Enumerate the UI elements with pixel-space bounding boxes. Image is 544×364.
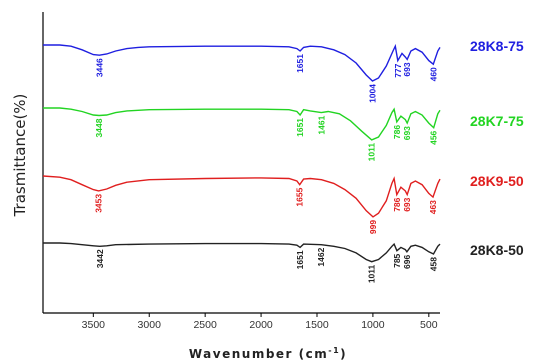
peak-label: 1651 bbox=[295, 54, 305, 73]
peak-label: 1651 bbox=[295, 118, 305, 137]
x-tick-label: 2500 bbox=[193, 319, 217, 331]
x-axis-label: Wavenumber (cm-1) bbox=[189, 346, 347, 361]
legend-entry: 28K7-75 bbox=[470, 113, 524, 129]
x-tick-label: 1000 bbox=[361, 319, 385, 331]
series-line bbox=[43, 242, 441, 263]
peak-label: 1011 bbox=[367, 143, 377, 162]
series-line bbox=[42, 175, 441, 218]
peak-label: 777 bbox=[393, 63, 403, 77]
peak-label: 3446 bbox=[94, 58, 104, 77]
y-axis-label: Trasmittance(%) bbox=[11, 94, 29, 218]
peak-label: 458 bbox=[429, 257, 439, 271]
peak-label: 1655 bbox=[295, 187, 305, 206]
legend: 28K8-75 28K7-75 28K9-50 28K8-50 bbox=[470, 38, 524, 258]
x-tick-label: 1500 bbox=[305, 319, 329, 331]
legend-entry: 28K9-50 bbox=[470, 173, 524, 189]
axes: 3500 3000 2500 2000 1500 1000 500 bbox=[42, 12, 440, 331]
peak-label: 786 bbox=[392, 197, 402, 211]
x-tick-label: 3500 bbox=[82, 319, 106, 331]
peak-label: 3453 bbox=[94, 194, 104, 213]
peak-label: 460 bbox=[428, 67, 438, 81]
peak-label: 456 bbox=[429, 130, 439, 144]
peak-label: 999 bbox=[368, 220, 378, 234]
peak-label: 693 bbox=[402, 197, 412, 211]
x-tick-label: 2000 bbox=[249, 319, 273, 331]
peak-label: 786 bbox=[392, 125, 402, 139]
x-tick-label: 500 bbox=[420, 319, 438, 331]
peak-label: 3442 bbox=[95, 249, 105, 268]
series-line bbox=[43, 43, 441, 82]
peak-label: 696 bbox=[402, 255, 412, 269]
legend-entry: 28K8-50 bbox=[470, 242, 524, 258]
series-line bbox=[43, 107, 441, 141]
peak-label: 1011 bbox=[367, 264, 377, 283]
peak-label: 3448 bbox=[94, 118, 104, 137]
peak-label: 1462 bbox=[316, 247, 326, 266]
peak-label: 693 bbox=[402, 62, 412, 76]
peak-label: 463 bbox=[428, 200, 438, 214]
x-tick-label: 3000 bbox=[138, 319, 162, 331]
legend-entry: 28K8-75 bbox=[470, 38, 524, 54]
peak-label: 785 bbox=[392, 253, 402, 267]
peak-label: 1651 bbox=[295, 250, 305, 269]
peak-label: 1461 bbox=[316, 115, 326, 134]
peak-label: 693 bbox=[402, 126, 412, 140]
peak-label: 1004 bbox=[367, 84, 377, 103]
